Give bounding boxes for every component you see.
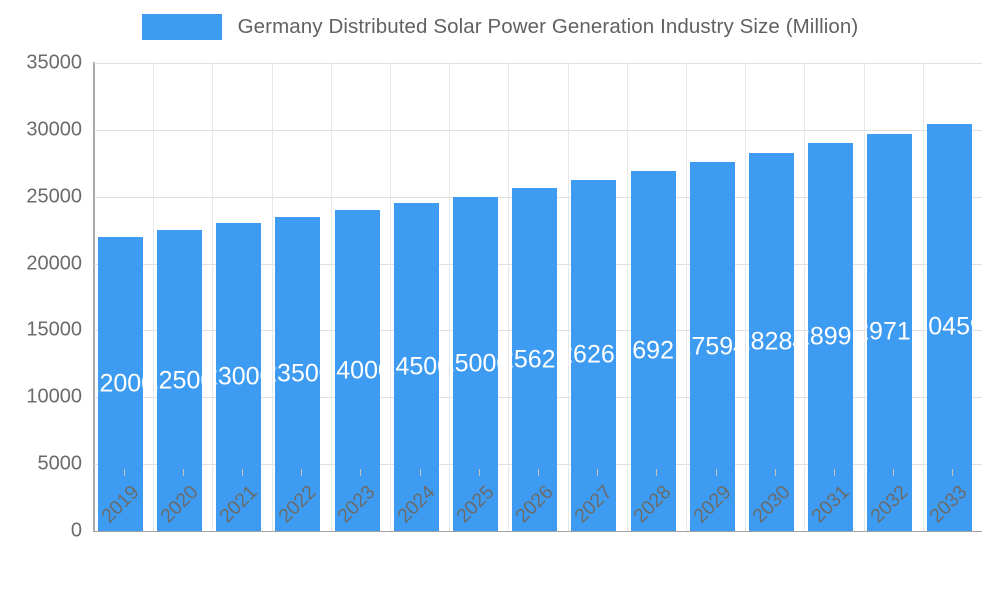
gridline-vertical [567,63,569,531]
bar-value-label: 28284 [749,327,794,356]
x-tick-mark [478,469,480,476]
y-tick-label: 35000 [26,51,82,74]
gridline-vertical [449,63,451,531]
bar-slot: 25625 [508,63,567,531]
bar-slot: 24000 [331,63,390,531]
bar[interactable]: 23500 [275,216,321,531]
bar-value-label: 23000 [216,362,261,391]
gridline [94,129,982,131]
bar-value-label: 24500 [394,352,439,381]
gridline-vertical [804,63,806,531]
x-tick-mark [419,469,421,476]
bar-value-label: 23500 [275,359,320,388]
gridline-vertical [626,63,628,531]
bar-slot: 29716 [864,63,923,531]
y-tick-label: 20000 [26,252,82,275]
bar[interactable]: 22000 [97,236,143,531]
bar[interactable]: 25625 [512,188,558,531]
x-tick-mark [301,469,303,476]
bar-value-label: 22500 [157,366,202,395]
x-tick-mark [834,469,835,476]
bar-slot: 23500 [272,63,331,531]
x-tick-mark [360,469,362,476]
bar-slot: 28991 [804,63,863,531]
bar[interactable]: 28991 [808,143,854,531]
bar-value-label: 26921 [631,336,676,365]
bar-slot: 28284 [745,63,804,531]
bar-value-label: 27594 [690,332,735,361]
y-axis-line [93,62,95,532]
bar[interactable]: 30459 [926,123,972,531]
x-tick-mark [656,469,658,476]
bar-value-label: 25625 [512,345,557,374]
bar[interactable]: 22500 [157,230,202,531]
gridline-vertical [922,63,924,531]
gridline-vertical [390,63,391,531]
y-tick-label: 30000 [26,118,82,141]
legend-color-swatch [141,14,222,40]
x-tick-mark [242,469,243,476]
chart-title: Germany Distributed Solar Power Generati… [237,15,859,38]
bar-slot: 30459 [923,63,982,531]
x-tick-mark [715,469,717,476]
bar-series: 22000 22500 23000 23500 24000 24500 25000 25625… [94,63,982,531]
y-tick-label: 15000 [26,318,82,341]
bar[interactable]: 23000 [216,223,262,531]
bar[interactable]: 24500 [393,203,439,531]
gridline [94,63,982,64]
gridline-vertical [508,63,510,531]
y-tick-label: 10000 [26,385,82,408]
bar[interactable]: 27594 [689,162,735,531]
x-tick-mark [952,469,954,476]
bar-slot: 26921 [627,63,686,531]
bar-value-label: 30459 [927,312,972,341]
y-tick-label: 5000 [37,452,83,475]
gridline-vertical [271,63,273,531]
bar-value-label: 29716 [867,317,912,346]
gridline-vertical [330,63,332,531]
bar-slot: 25000 [449,63,508,531]
gridline-vertical [863,63,865,531]
bar-value-label: 28991 [808,322,853,351]
x-tick-mark [597,469,599,476]
bar-slot: 26265 [568,63,627,531]
bar-value-label: 26265 [571,340,616,369]
y-tick-label: 0 [70,519,82,542]
y-tick-label: 25000 [26,185,82,208]
bar-value-label: 24000 [335,356,380,385]
chart-legend: Germany Distributed Solar Power Generati… [0,14,1000,40]
x-tick-mark [538,469,539,476]
bar-slot: 22500 [153,63,212,531]
gridline-vertical [153,63,155,531]
gridline-vertical [212,63,214,531]
gridline-vertical [745,63,747,531]
bar[interactable]: 26921 [630,171,676,531]
x-tick-mark [182,469,184,476]
bar-value-label: 22000 [98,369,143,398]
bar[interactable]: 24000 [334,210,380,531]
bar[interactable]: 29716 [867,133,913,531]
bar-slot: 24500 [390,63,449,531]
bar-slot: 22000 [94,63,153,531]
bar[interactable]: 26265 [571,179,617,531]
plot-area: 22000 22500 23000 23500 24000 24500 25000 25625… [93,62,982,532]
x-tick-mark [774,469,776,476]
bar[interactable]: 28284 [749,152,794,531]
gridline [94,531,982,532]
bar-slot: 27594 [686,63,745,531]
bar[interactable]: 25000 [453,196,498,531]
x-tick-mark [123,469,125,476]
x-tick-mark [893,469,895,476]
gridline-vertical [686,63,687,531]
bar-value-label: 25000 [453,349,498,378]
bar-slot: 23000 [212,63,271,531]
